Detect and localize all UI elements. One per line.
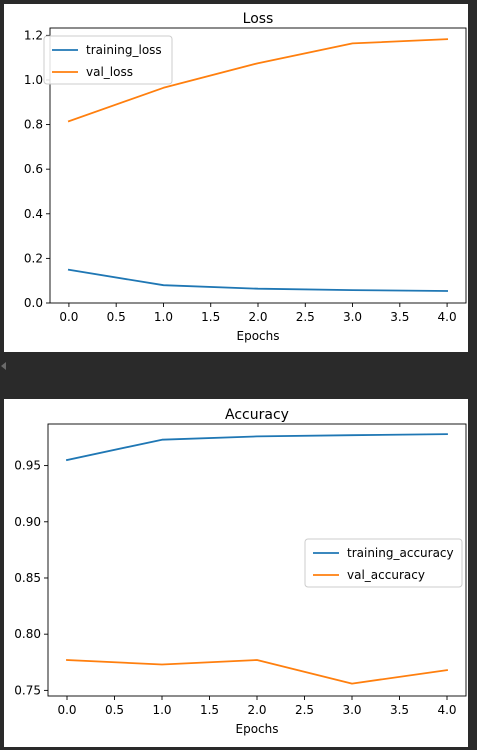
accuracy-y-tick-label: 0.80 bbox=[14, 627, 41, 641]
loss-x-tick-label: 0.5 bbox=[107, 310, 126, 324]
loss-y-tick-label: 0.6 bbox=[24, 162, 43, 176]
accuracy-x-tick-label: 3.0 bbox=[342, 703, 361, 717]
accuracy-x-tick-label: 1.5 bbox=[200, 703, 219, 717]
collapse-arrow-icon[interactable] bbox=[1, 362, 6, 370]
accuracy-x-tick-label: 1.0 bbox=[152, 703, 171, 717]
loss-y-tick-label: 1.0 bbox=[24, 73, 43, 87]
accuracy-chart: 0.0 0.5 1.0 1.5 2.0 2.5 3.0 3.5 4.0 0.75 0.80 0.85 0… bbox=[14, 407, 467, 736]
loss-x-tick-label: 2.0 bbox=[248, 310, 267, 324]
accuracy-x-axis-label: Epochs bbox=[236, 722, 279, 736]
accuracy-y-tick-label: 0.85 bbox=[14, 571, 41, 585]
loss-x-tick-label: 3.5 bbox=[390, 310, 409, 324]
accuracy-chart-panel: 0.0 0.5 1.0 1.5 2.0 2.5 3.0 3.5 4.0 0.75 0.80 0.85 0… bbox=[4, 399, 468, 747]
loss-legend-label: val_loss bbox=[86, 65, 133, 79]
accuracy-x-tick-label: 3.5 bbox=[390, 703, 409, 717]
loss-y-tick-label: 0.0 bbox=[24, 296, 43, 310]
loss-x-tick-label: 4.0 bbox=[438, 310, 457, 324]
loss-y-tick-label: 0.8 bbox=[24, 118, 43, 132]
loss-x-tick-label: 1.5 bbox=[201, 310, 220, 324]
loss-chart-title: Loss bbox=[243, 11, 274, 27]
accuracy-legend-box bbox=[304, 538, 463, 588]
loss-chart: 0.0 0.5 1.0 1.5 2.0 2.5 3.0 3.5 4.0 0.0 0.2 0.4 0.6 0… bbox=[24, 11, 467, 343]
loss-y-tick-label: 0.4 bbox=[24, 207, 43, 221]
loss-series-line-val_loss bbox=[67, 38, 449, 123]
accuracy-x-tick-label: 0.0 bbox=[57, 703, 76, 717]
accuracy-legend-label: training_accuracy bbox=[347, 546, 454, 560]
loss-x-tick-label: 0.0 bbox=[59, 310, 78, 324]
accuracy-series-line-training_accuracy bbox=[65, 433, 448, 462]
loss-chart-panel: 0.0 0.5 1.0 1.5 2.0 2.5 3.0 3.5 4.0 0.0 0.2 0.4 0.6 0… bbox=[4, 4, 468, 352]
loss-x-tick-label: 2.5 bbox=[296, 310, 315, 324]
accuracy-x-tick-label: 4.0 bbox=[437, 703, 456, 717]
loss-series-line-training_loss bbox=[67, 268, 449, 292]
accuracy-x-tick-label: 2.0 bbox=[247, 703, 266, 717]
accuracy-chart-title: Accuracy bbox=[225, 407, 289, 423]
loss-x-axis-label: Epochs bbox=[237, 329, 280, 343]
accuracy-y-tick-label: 0.95 bbox=[14, 459, 41, 473]
loss-y-tick-label: 1.2 bbox=[24, 28, 43, 42]
loss-x-tick-label: 1.0 bbox=[154, 310, 173, 324]
accuracy-x-tick-label: 0.5 bbox=[105, 703, 124, 717]
accuracy-series-line-val_accuracy bbox=[66, 659, 449, 685]
accuracy-y-tick-label: 0.75 bbox=[14, 683, 41, 697]
loss-x-tick-label: 3.0 bbox=[343, 310, 362, 324]
accuracy-legend-label: val_accuracy bbox=[347, 568, 425, 582]
loss-y-tick-label: 0.2 bbox=[24, 251, 43, 265]
accuracy-y-tick-label: 0.90 bbox=[14, 515, 41, 529]
loss-legend-label: training_loss bbox=[86, 43, 162, 57]
accuracy-x-tick-label: 2.5 bbox=[295, 703, 314, 717]
